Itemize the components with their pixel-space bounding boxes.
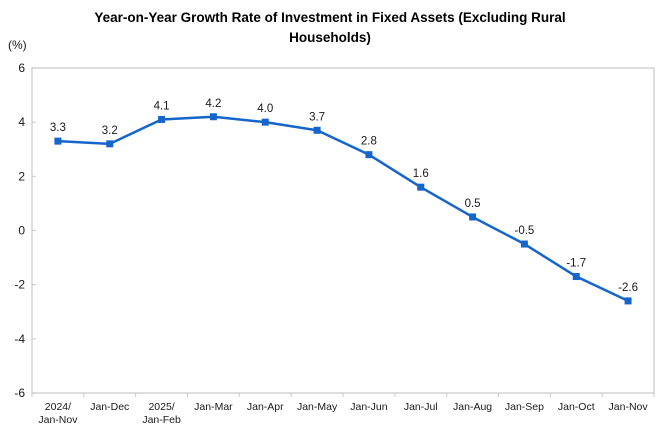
data-point-marker xyxy=(520,240,528,248)
y-tick-label: 4 xyxy=(18,115,25,129)
data-point-marker xyxy=(469,213,477,221)
x-tick-label: Jan-Aug xyxy=(453,401,492,413)
data-point-marker xyxy=(365,151,373,159)
data-point-marker xyxy=(624,297,632,305)
data-point-label: -1.7 xyxy=(566,258,586,270)
data-point-marker xyxy=(106,140,114,148)
data-point-marker xyxy=(572,273,580,281)
chart-title: Year-on-Year Growth Rate of Investment i… xyxy=(94,10,566,45)
data-point-label: 3.7 xyxy=(309,111,325,123)
data-point-label: 4.0 xyxy=(257,103,273,115)
x-tick-label: Jan-May xyxy=(297,401,338,413)
y-axis-unit-label: (%) xyxy=(8,38,27,52)
y-tick-label: 0 xyxy=(18,224,25,238)
data-point-label: 0.5 xyxy=(465,198,481,210)
x-tick-label: Jan-Mar xyxy=(194,401,233,413)
data-point-label: -0.5 xyxy=(515,225,535,237)
x-tick-label: 2025/Jan-Feb xyxy=(142,401,181,426)
x-tick-label: Jan-Nov xyxy=(609,401,649,413)
data-point-label: 4.1 xyxy=(154,100,170,112)
y-tick-label: 2 xyxy=(18,169,25,183)
x-tick-label: Jan-Oct xyxy=(558,401,595,413)
y-tick-label: -4 xyxy=(14,332,25,346)
data-point-label: 4.2 xyxy=(205,98,221,110)
data-point-marker xyxy=(313,126,321,134)
data-point-label: 2.8 xyxy=(361,136,377,148)
x-tick-label: Jan-Jul xyxy=(404,401,438,413)
y-tick-label: 6 xyxy=(18,61,25,75)
y-tick-label: -6 xyxy=(14,386,25,400)
data-point-marker xyxy=(54,137,62,145)
x-tick-label: Jan-Sep xyxy=(505,401,544,413)
x-tick-label: Jan-Jun xyxy=(350,401,388,413)
data-point-label: 3.2 xyxy=(102,125,118,137)
data-point-label: -2.6 xyxy=(618,282,638,294)
plot-border xyxy=(31,67,655,394)
data-point-marker xyxy=(209,113,217,121)
data-point-marker xyxy=(261,118,269,126)
x-tick-label: 2024/Jan-Nov xyxy=(38,401,78,426)
x-tick-label: Jan-Apr xyxy=(247,401,284,413)
data-point-marker xyxy=(417,183,425,191)
series-line xyxy=(57,115,629,303)
data-point-label: 1.6 xyxy=(413,168,429,180)
y-tick-label: -2 xyxy=(14,278,25,292)
data-point-marker xyxy=(158,115,166,123)
x-tick-label: Jan-Dec xyxy=(90,401,129,413)
data-point-label: 3.3 xyxy=(50,122,66,134)
